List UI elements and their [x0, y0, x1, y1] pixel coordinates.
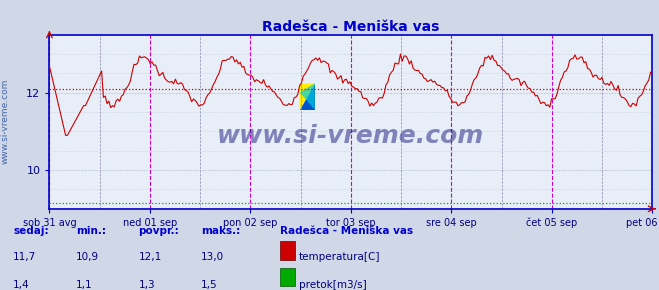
- Text: 1,1: 1,1: [76, 280, 92, 290]
- Text: 1,4: 1,4: [13, 280, 30, 290]
- Text: 13,0: 13,0: [201, 252, 224, 262]
- Text: www.si-vreme.com: www.si-vreme.com: [1, 79, 10, 164]
- Text: pretok[m3/s]: pretok[m3/s]: [299, 280, 366, 290]
- Bar: [280, 268, 295, 287]
- Text: 1,5: 1,5: [201, 280, 217, 290]
- Text: 12,1: 12,1: [138, 252, 161, 262]
- Text: sedaj:: sedaj:: [13, 226, 49, 236]
- Text: 10,9: 10,9: [76, 252, 99, 262]
- Text: maks.:: maks.:: [201, 226, 241, 236]
- Polygon shape: [300, 84, 315, 110]
- Polygon shape: [300, 84, 315, 110]
- Bar: [280, 241, 295, 260]
- Polygon shape: [300, 84, 315, 110]
- Text: povpr.:: povpr.:: [138, 226, 179, 236]
- Title: Radešca - Meniška vas: Radešca - Meniška vas: [262, 20, 440, 34]
- Text: www.si-vreme.com: www.si-vreme.com: [217, 124, 484, 148]
- Text: 11,7: 11,7: [13, 252, 36, 262]
- Text: 1,3: 1,3: [138, 280, 155, 290]
- Text: Radešca - Meniška vas: Radešca - Meniška vas: [280, 226, 413, 236]
- Text: min.:: min.:: [76, 226, 106, 236]
- Text: temperatura[C]: temperatura[C]: [299, 252, 380, 262]
